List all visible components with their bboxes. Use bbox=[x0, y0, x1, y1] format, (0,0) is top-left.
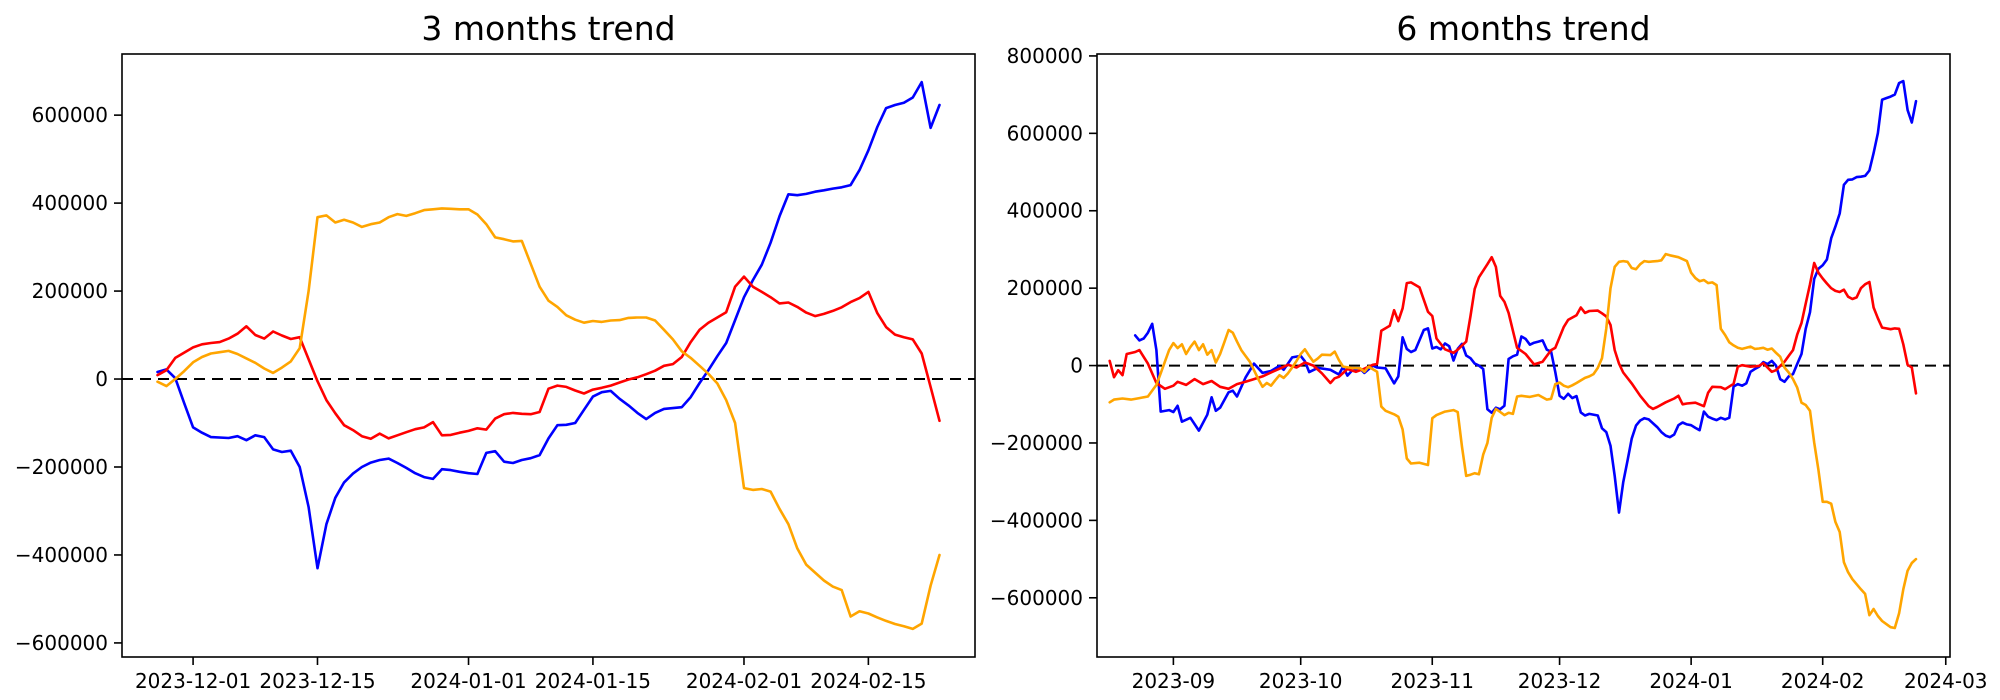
series-line-blue bbox=[156, 80, 941, 570]
x-axis-tick-label: 2023-12-15 bbox=[259, 669, 375, 693]
x-axis-tick-label: 2023-12-01 bbox=[135, 669, 251, 693]
chart-title: 6 months trend bbox=[1396, 9, 1650, 48]
y-axis-tick-label: −200000 bbox=[15, 455, 108, 479]
x-axis-tick-label: 2023-09 bbox=[1132, 669, 1216, 693]
y-axis-tick-label: −400000 bbox=[15, 543, 108, 567]
y-axis-tick-label: −600000 bbox=[15, 631, 108, 655]
y-axis-tick-label: 400000 bbox=[32, 191, 108, 215]
x-axis-tick-label: 2024-03 bbox=[1904, 669, 1988, 693]
y-axis-tick-label: −400000 bbox=[990, 508, 1083, 532]
x-axis-tick-label: 2023-10 bbox=[1259, 669, 1343, 693]
y-axis-tick-label: 600000 bbox=[1007, 121, 1083, 145]
y-axis-tick-label: 200000 bbox=[32, 279, 108, 303]
x-axis-tick-label: 2024-01-01 bbox=[410, 669, 526, 693]
series-line-orange bbox=[1108, 252, 1918, 630]
y-axis-tick-label: −600000 bbox=[990, 586, 1083, 610]
y-axis-tick-label: 0 bbox=[95, 367, 108, 391]
y-axis-tick-label: 800000 bbox=[1007, 44, 1083, 68]
x-axis-tick-label: 2024-01-15 bbox=[535, 669, 651, 693]
axes-box bbox=[1096, 53, 1951, 658]
x-axis-tick-label: 2023-11 bbox=[1390, 669, 1474, 693]
y-axis-tick-label: 0 bbox=[1070, 354, 1083, 378]
series-line-orange bbox=[156, 207, 941, 631]
x-axis-tick-label: 2023-12 bbox=[1518, 669, 1602, 693]
series-line-red bbox=[156, 275, 941, 441]
series-line-red bbox=[1108, 255, 1918, 411]
y-axis-tick-label: 600000 bbox=[32, 103, 108, 127]
y-axis-tick-label: 400000 bbox=[1007, 199, 1083, 223]
x-axis-tick-label: 2024-02-15 bbox=[810, 669, 926, 693]
x-axis-tick-label: 2024-02-01 bbox=[686, 669, 802, 693]
series-line-blue bbox=[1133, 79, 1918, 514]
y-axis-tick-label: −200000 bbox=[990, 431, 1083, 455]
y-axis-tick-label: 200000 bbox=[1007, 276, 1083, 300]
chart-title: 3 months trend bbox=[421, 9, 675, 48]
x-axis-tick-label: 2024-02 bbox=[1781, 669, 1865, 693]
x-axis-tick-label: 2024-01 bbox=[1649, 669, 1733, 693]
axes-box bbox=[121, 53, 976, 658]
